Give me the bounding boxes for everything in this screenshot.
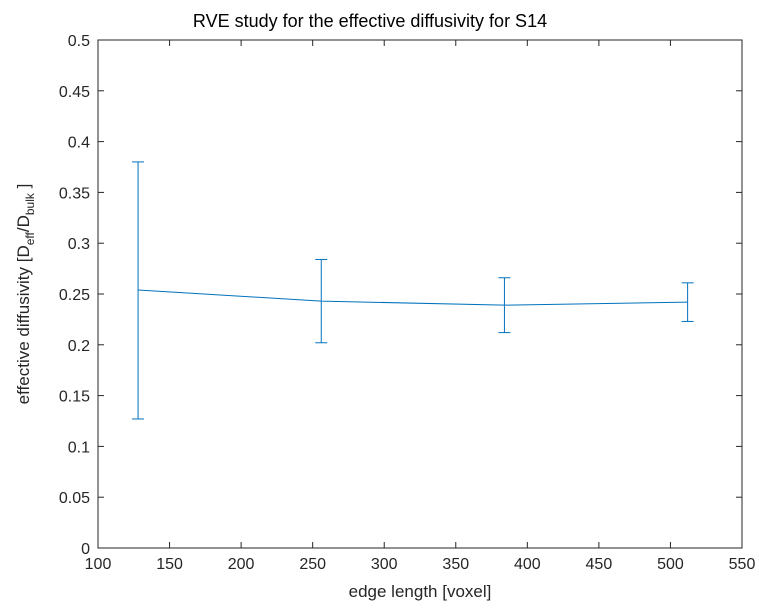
plot-area (98, 40, 742, 548)
x-tick-label: 300 (371, 556, 398, 573)
y-tick-label: 0.45 (59, 84, 90, 101)
y-tick-label: 0.05 (59, 490, 90, 507)
x-tick-label: 400 (514, 556, 541, 573)
y-axis-label-mid: /D (14, 215, 33, 232)
x-tick-label: 500 (657, 556, 684, 573)
x-tick-label: 100 (85, 556, 112, 573)
x-tick-label: 350 (442, 556, 469, 573)
y-axis-label-sub-eff: eff (23, 231, 37, 245)
y-tick-label: 0.1 (68, 439, 90, 456)
y-tick-label: 0.25 (59, 287, 90, 304)
series-line (138, 289, 688, 306)
y-tick-label: 0 (81, 541, 90, 558)
y-tick-label: 0.3 (68, 236, 90, 253)
y-tick-label: 0.4 (68, 135, 90, 152)
x-tick-label: 200 (228, 556, 255, 573)
x-axis-ticks: 100 150 200 250 300 350 400 450 500 550 (85, 40, 756, 573)
chart-title: RVE study for the effective diffusivity … (193, 11, 547, 31)
x-tick-label: 150 (156, 556, 183, 573)
x-axis-label: edge length [voxel] (349, 582, 492, 601)
x-tick-label: 250 (299, 556, 326, 573)
y-axis-label-suffix: ] (14, 184, 33, 193)
y-tick-label: 0.15 (59, 389, 90, 406)
x-tick-label: 450 (586, 556, 613, 573)
y-axis-ticks: 0 0.05 0.1 0.15 0.2 0.25 0.3 0.35 0.4 0.45 0.5 (59, 33, 742, 558)
x-tick-label: 550 (729, 556, 756, 573)
plot-frame (97, 39, 743, 549)
y-axis-label-prefix: effective diffusivity [D (14, 245, 33, 404)
y-tick-label: 0.2 (68, 338, 90, 355)
y-tick-label: 0.5 (68, 33, 90, 50)
series-layer (132, 161, 694, 420)
y-axis-label: effective diffusivity [Deff/Dbulk ] (14, 184, 37, 405)
y-axis-label-sub-bulk: bulk (23, 192, 37, 215)
y-tick-label: 0.35 (59, 185, 90, 202)
